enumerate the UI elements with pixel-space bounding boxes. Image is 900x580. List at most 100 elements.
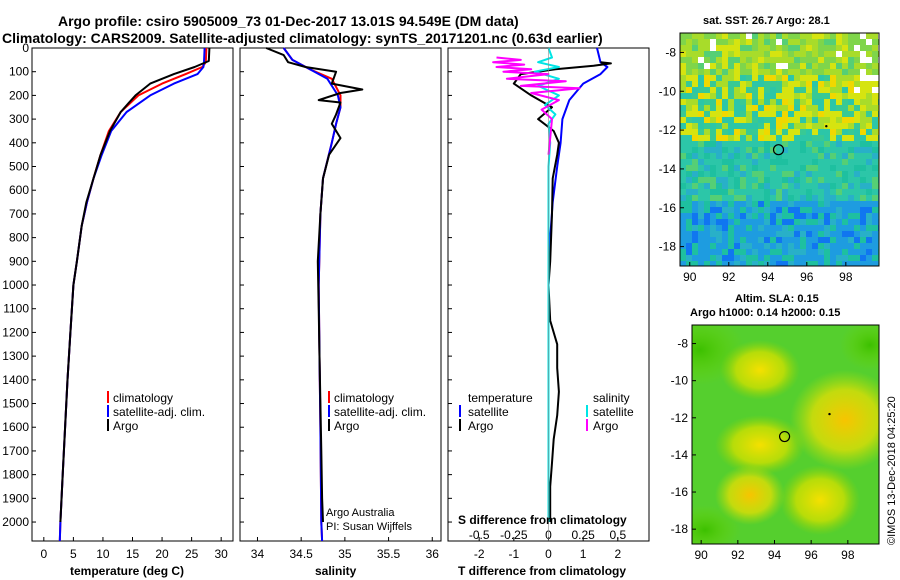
sst-cell — [728, 75, 734, 81]
sst-cell — [716, 117, 722, 123]
legend-label-s-satellite: satellite — [593, 405, 634, 419]
sst-cell — [812, 39, 818, 45]
sst-cell — [830, 237, 836, 243]
sst-cell — [812, 261, 818, 266]
sla-blob — [692, 505, 740, 544]
map-y-tick-label: -16 — [659, 201, 677, 215]
sst-cell — [854, 255, 860, 261]
sst-cell — [806, 129, 812, 135]
sst-cell — [764, 81, 770, 87]
depth-tick-label: 1000 — [2, 278, 29, 292]
sst-cell — [692, 105, 698, 111]
sst-cell — [860, 225, 866, 231]
sst-cell — [836, 201, 842, 207]
sst-cell — [764, 261, 770, 266]
sst-cell — [830, 117, 836, 123]
sst-cell — [872, 105, 878, 111]
sst-cell — [794, 183, 800, 189]
sst-cell — [746, 147, 752, 153]
sst-cell — [854, 261, 860, 266]
sst-cell — [740, 249, 746, 255]
depth-tick-label: 600 — [9, 183, 29, 197]
sst-cell — [836, 75, 842, 81]
depth-tick-label: 200 — [9, 88, 29, 102]
sst-cell — [716, 33, 722, 39]
sst-cell — [824, 87, 830, 93]
sst-cell — [812, 69, 818, 75]
salinity-series — [265, 47, 364, 542]
sst-cell — [788, 99, 794, 105]
sst-cell — [764, 153, 770, 159]
sst-cell — [680, 75, 686, 81]
sst-cell — [860, 111, 866, 117]
sst-cell — [746, 219, 752, 225]
sst-cell — [836, 33, 842, 39]
sst-cell — [758, 39, 764, 45]
sst-cell — [788, 219, 794, 225]
sst-cell — [818, 57, 824, 63]
sst-cell — [710, 171, 716, 177]
sst-cell — [752, 111, 758, 117]
sst-cell — [716, 177, 722, 183]
sst-cell — [752, 105, 758, 111]
t-difference-x-tick-label: 1 — [580, 547, 587, 561]
sst-cell — [836, 129, 842, 135]
sst-cell — [782, 141, 788, 147]
sst-cell — [770, 153, 776, 159]
sst-cell — [740, 165, 746, 171]
sst-cell — [806, 117, 812, 123]
sst-cell — [692, 93, 698, 99]
sst-cell — [680, 261, 686, 266]
sst-cell — [734, 153, 740, 159]
sst-cell — [788, 45, 794, 51]
sst-cell — [716, 165, 722, 171]
sst-cell — [812, 33, 818, 39]
sst-cell — [860, 63, 866, 69]
sst-cell — [800, 147, 806, 153]
sst-cell — [728, 213, 734, 219]
sst-cell — [746, 153, 752, 159]
sst-cell — [716, 147, 722, 153]
sst-cell — [740, 93, 746, 99]
salinity-panel-frame — [239, 47, 442, 542]
sst-cell — [830, 261, 836, 266]
sst-cell — [836, 105, 842, 111]
sst-cell — [836, 237, 842, 243]
sst-cell — [740, 231, 746, 237]
sst-cell — [812, 147, 818, 153]
sst-cell — [740, 99, 746, 105]
sst-cell — [860, 255, 866, 261]
sst-cell — [746, 57, 752, 63]
sst-cell — [782, 129, 788, 135]
sst-cell — [836, 189, 842, 195]
sst-cell — [836, 165, 842, 171]
sst-cell — [722, 63, 728, 69]
series-line-satellite-adj-clim- — [58, 47, 206, 542]
sst-cell — [812, 135, 818, 141]
sst-cell — [830, 243, 836, 249]
sst-cell — [764, 237, 770, 243]
sst-cell — [752, 183, 758, 189]
sst-cell — [722, 51, 728, 57]
sst-cell — [818, 45, 824, 51]
sst-cell — [830, 39, 836, 45]
map-y-tick-label: -16 — [671, 485, 689, 499]
sst-cell — [722, 189, 728, 195]
sst-cell — [812, 57, 818, 63]
sst-cell — [806, 249, 812, 255]
sst-cell — [854, 231, 860, 237]
sst-map: 90 92 94 96 98 -8 -10 -12 -14 -16 -18 — [659, 32, 880, 284]
sla-track-point — [828, 412, 831, 416]
sst-cell — [686, 165, 692, 171]
sst-cell — [704, 171, 710, 177]
sst-cell — [680, 225, 686, 231]
sst-cell — [782, 213, 788, 219]
sst-cell — [710, 45, 716, 51]
temperature-x-label: temperature (deg C) — [70, 564, 184, 578]
sst-cell — [842, 261, 848, 266]
sst-cell — [806, 69, 812, 75]
sst-profile-marker — [772, 144, 785, 156]
sst-cell — [866, 123, 872, 129]
sst-cell — [686, 153, 692, 159]
figure-title-line1: Argo profile: csiro 5905009_73 01-Dec-20… — [58, 13, 519, 29]
